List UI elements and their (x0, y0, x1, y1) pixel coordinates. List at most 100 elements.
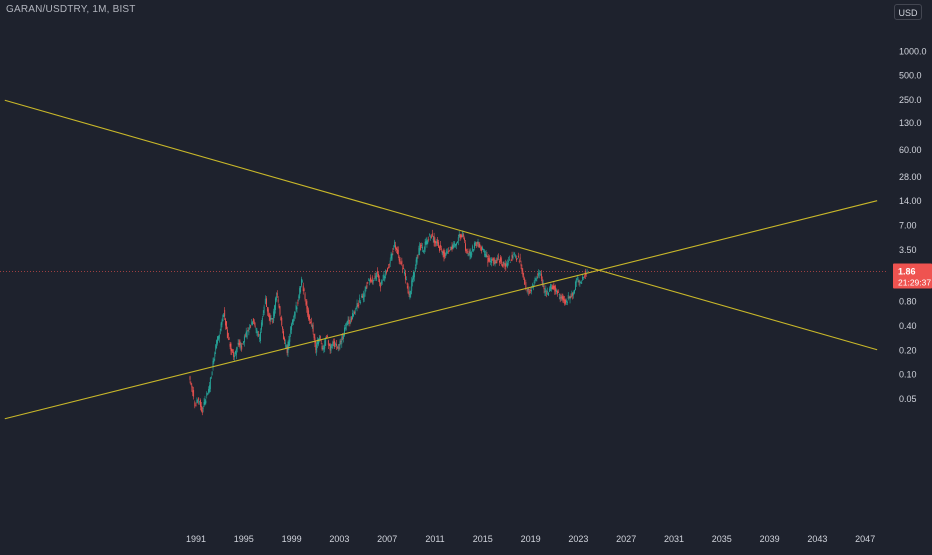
candle-body (526, 289, 528, 291)
candle-body (517, 255, 519, 258)
candle-body (525, 282, 527, 289)
candle-body (314, 337, 316, 344)
candle-body (560, 296, 562, 298)
candle-body (328, 344, 330, 346)
candle-body (439, 246, 440, 251)
candle-body (507, 262, 509, 267)
candle-body (320, 340, 322, 342)
candle-body (378, 273, 379, 278)
x-tick-label: 2023 (568, 534, 588, 544)
candle-body (233, 352, 235, 357)
candle-body (243, 336, 245, 343)
candle-body (327, 336, 328, 337)
candle-body (319, 335, 321, 339)
y-tick-label: 0.20 (899, 345, 917, 355)
candle-body (251, 322, 253, 324)
candle-body (198, 397, 200, 401)
candle-body (399, 258, 401, 262)
candle-body (574, 281, 576, 291)
candle-body (389, 260, 391, 264)
candle-body (289, 336, 291, 342)
candle-body (322, 348, 324, 349)
candle-body (483, 250, 485, 254)
candle-body (280, 317, 282, 321)
candle-body (214, 352, 216, 357)
candle-body (235, 348, 237, 356)
candle-body (329, 343, 331, 351)
candle-body (336, 346, 338, 348)
candle-body (284, 342, 286, 345)
candle-body (474, 242, 476, 245)
candle-body (427, 241, 429, 244)
candle-body (462, 230, 464, 236)
candle-body (517, 258, 518, 260)
y-tick-label: 0.40 (899, 321, 917, 331)
candle-body (543, 285, 545, 290)
candle-body (406, 282, 408, 285)
candle-body (539, 273, 541, 275)
candle-body (191, 385, 193, 388)
candle-body (256, 329, 258, 334)
candle-body (318, 337, 320, 341)
candle-body (420, 244, 422, 251)
candle-body (346, 321, 348, 323)
candle-body (520, 264, 522, 266)
candle-body (569, 296, 571, 300)
candle-body (297, 302, 299, 304)
candle-body (434, 240, 436, 244)
candle-body (431, 233, 433, 237)
y-tick-label: 3.50 (899, 245, 917, 255)
candle-body (344, 327, 345, 336)
candle-body (558, 293, 560, 296)
candle-body (545, 289, 547, 292)
candle-body (395, 245, 397, 249)
candle-body (210, 377, 212, 379)
candle-body (212, 360, 214, 368)
x-tick-label: 2011 (425, 534, 444, 544)
candle-body (435, 241, 437, 243)
candle-body (424, 241, 426, 250)
price-badge (893, 263, 932, 289)
candle-body (254, 325, 256, 327)
candle-body (343, 334, 345, 340)
candle-body (445, 255, 447, 256)
support-trendline[interactable] (4, 200, 878, 420)
candle-body (260, 332, 261, 341)
candle-body (495, 262, 497, 264)
candle-body (407, 285, 409, 294)
candle-body (478, 243, 480, 248)
candle-body (401, 260, 403, 266)
candle-body (268, 313, 270, 318)
candle-body (430, 236, 432, 238)
candle-body (307, 308, 309, 316)
candle-body (245, 331, 247, 335)
candle-body (252, 321, 253, 325)
currency-button[interactable]: USD (894, 4, 922, 20)
candle-body (436, 241, 438, 245)
candle-body (192, 390, 194, 393)
candle-body (437, 239, 439, 244)
candle-body (512, 255, 514, 259)
candle-body (351, 317, 353, 321)
candle-body (419, 243, 421, 252)
candle-body (416, 256, 418, 263)
candle-body (303, 289, 305, 292)
candle-body (349, 321, 351, 323)
candle-body (551, 287, 553, 290)
candle-body (402, 268, 404, 270)
candle-body (585, 272, 587, 276)
candle-body (464, 238, 466, 241)
resistance-trendline[interactable] (4, 99, 878, 351)
candle-body (583, 277, 584, 278)
y-tick-label: 28.00 (899, 172, 922, 182)
candle-body (387, 268, 388, 272)
candle-body (412, 278, 414, 282)
candle-body (433, 236, 435, 242)
y-tick-label: 500.0 (899, 71, 922, 81)
candle-body (290, 327, 292, 334)
candle-body (523, 275, 525, 278)
candle-body (273, 311, 275, 321)
candle-body (456, 241, 458, 244)
